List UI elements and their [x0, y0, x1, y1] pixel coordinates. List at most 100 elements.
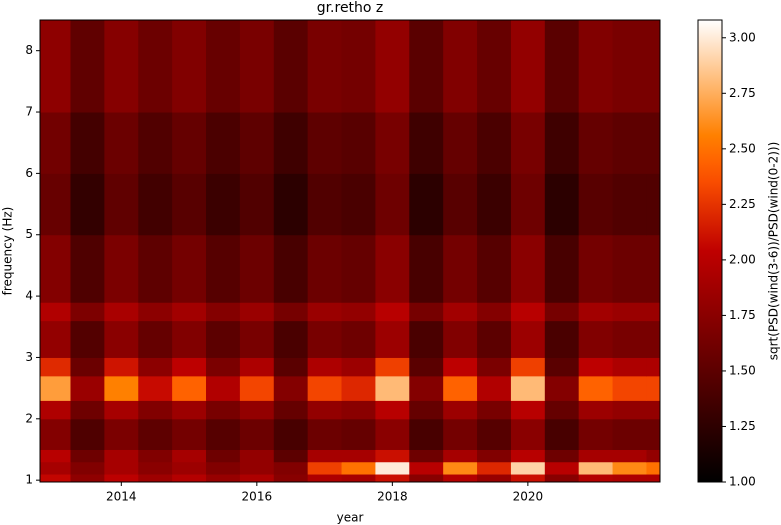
heatmap-cell	[612, 173, 647, 236]
heatmap-cell	[477, 302, 512, 322]
heatmap-cell	[239, 375, 275, 401]
heatmap-cell	[443, 357, 478, 377]
y-tick-label: 5	[25, 227, 33, 241]
heatmap-cell	[239, 234, 275, 303]
heatmap-cell	[273, 357, 309, 377]
heatmap-cell	[172, 20, 207, 113]
heatmap-cell	[70, 400, 105, 420]
heatmap-cell	[409, 234, 444, 303]
colorbar-tick-label: 2.75	[729, 86, 756, 100]
heatmap-cell	[307, 112, 343, 174]
heatmap-cell	[206, 20, 241, 113]
heatmap-cell	[375, 375, 410, 401]
heatmap-cell	[206, 375, 241, 401]
heatmap-cell	[578, 302, 614, 322]
heatmap-cell	[70, 173, 105, 236]
heatmap-cell	[138, 400, 173, 420]
heatmap-cell	[206, 461, 241, 475]
heatmap-cell	[307, 474, 343, 483]
heatmap-cell	[477, 474, 512, 483]
heatmap-cell	[206, 320, 241, 358]
heatmap-cell	[578, 20, 614, 113]
heatmap-cell	[104, 173, 139, 236]
heatmap-cell	[172, 320, 207, 358]
heatmap-cell	[409, 418, 444, 450]
colorbar-tick-label: 1.75	[729, 308, 756, 322]
heatmap-cell	[477, 375, 512, 401]
heatmap-cell	[138, 173, 173, 236]
heatmap-cell	[239, 474, 275, 483]
heatmap-cell	[341, 375, 376, 401]
heatmap-cell	[443, 320, 478, 358]
heatmap-cell	[273, 449, 309, 463]
colorbar-label: sqrt(PSD(wind(3-6))/PSD(wind(0-2)))	[767, 142, 781, 361]
heatmap-cell	[172, 461, 207, 475]
heatmap-cell	[307, 302, 343, 322]
heatmap-cell	[104, 20, 139, 113]
heatmap-cell	[443, 375, 478, 401]
heatmap-cell	[409, 20, 444, 113]
heatmap-cell	[409, 302, 444, 322]
heatmap-cell	[70, 234, 105, 303]
heatmap-cell	[273, 302, 309, 322]
y-tick-label: 7	[25, 105, 33, 119]
colorbar-tick-label: 2.50	[729, 141, 756, 155]
heatmap-cell	[646, 400, 661, 420]
heatmap-cell	[646, 474, 661, 483]
heatmap-cell	[477, 449, 512, 463]
heatmap-cell	[409, 400, 444, 420]
heatmap-cell	[510, 461, 546, 475]
heatmap-cell	[443, 302, 478, 322]
heatmap-cell	[443, 173, 478, 236]
heatmap-cell	[443, 418, 478, 450]
heatmap-cell	[612, 357, 647, 377]
heatmap-cell	[578, 418, 614, 450]
heatmap-cell	[40, 474, 71, 483]
heatmap-cell	[70, 474, 105, 483]
heatmap-cell	[172, 173, 207, 236]
heatmap-cell	[375, 418, 410, 450]
heatmap-cell	[172, 302, 207, 322]
heatmap-cell	[375, 449, 410, 463]
heatmap-cell	[612, 400, 647, 420]
heatmap-cell	[307, 173, 343, 236]
heatmap-cell	[239, 173, 275, 236]
heatmap-cell	[477, 357, 512, 377]
heatmap-cell	[510, 173, 546, 236]
heatmap-cell	[239, 112, 275, 174]
heatmap-cell	[40, 320, 71, 358]
heatmap-cell	[646, 320, 661, 358]
heatmap-cell	[239, 461, 275, 475]
heatmap-cell	[138, 449, 173, 463]
heatmap-cell	[307, 234, 343, 303]
heatmap-cell	[477, 20, 512, 113]
heatmap-cell	[273, 320, 309, 358]
heatmap-cell	[239, 400, 275, 420]
heatmap-cell	[40, 112, 71, 174]
heatmap-cell	[443, 234, 478, 303]
x-tick-label: 2020	[513, 490, 544, 504]
y-tick-label: 3	[25, 350, 33, 364]
heatmap-cell	[341, 173, 376, 236]
heatmap-cell	[104, 418, 139, 450]
heatmap-cell	[612, 234, 647, 303]
colorbar-tick-label: 1.00	[729, 475, 756, 489]
heatmap-cell	[172, 400, 207, 420]
heatmap-cell	[40, 461, 71, 475]
heatmap-cell	[273, 375, 309, 401]
heatmap-cell	[341, 112, 376, 174]
heatmap-cell	[375, 357, 410, 377]
heatmap-cell	[239, 302, 275, 322]
heatmap-cell	[375, 474, 410, 483]
heatmap-cell	[138, 357, 173, 377]
heatmap-cell	[138, 112, 173, 174]
heatmap-cell	[612, 112, 647, 174]
heatmap-cell	[206, 357, 241, 377]
heatmap-cell	[206, 112, 241, 174]
x-tick-label: 2016	[242, 490, 273, 504]
heatmap-cell	[138, 302, 173, 322]
heatmap-cell	[341, 320, 376, 358]
heatmap-cell	[307, 357, 343, 377]
heatmap-cell	[544, 173, 580, 236]
colorbar-tick-label: 2.25	[729, 197, 756, 211]
